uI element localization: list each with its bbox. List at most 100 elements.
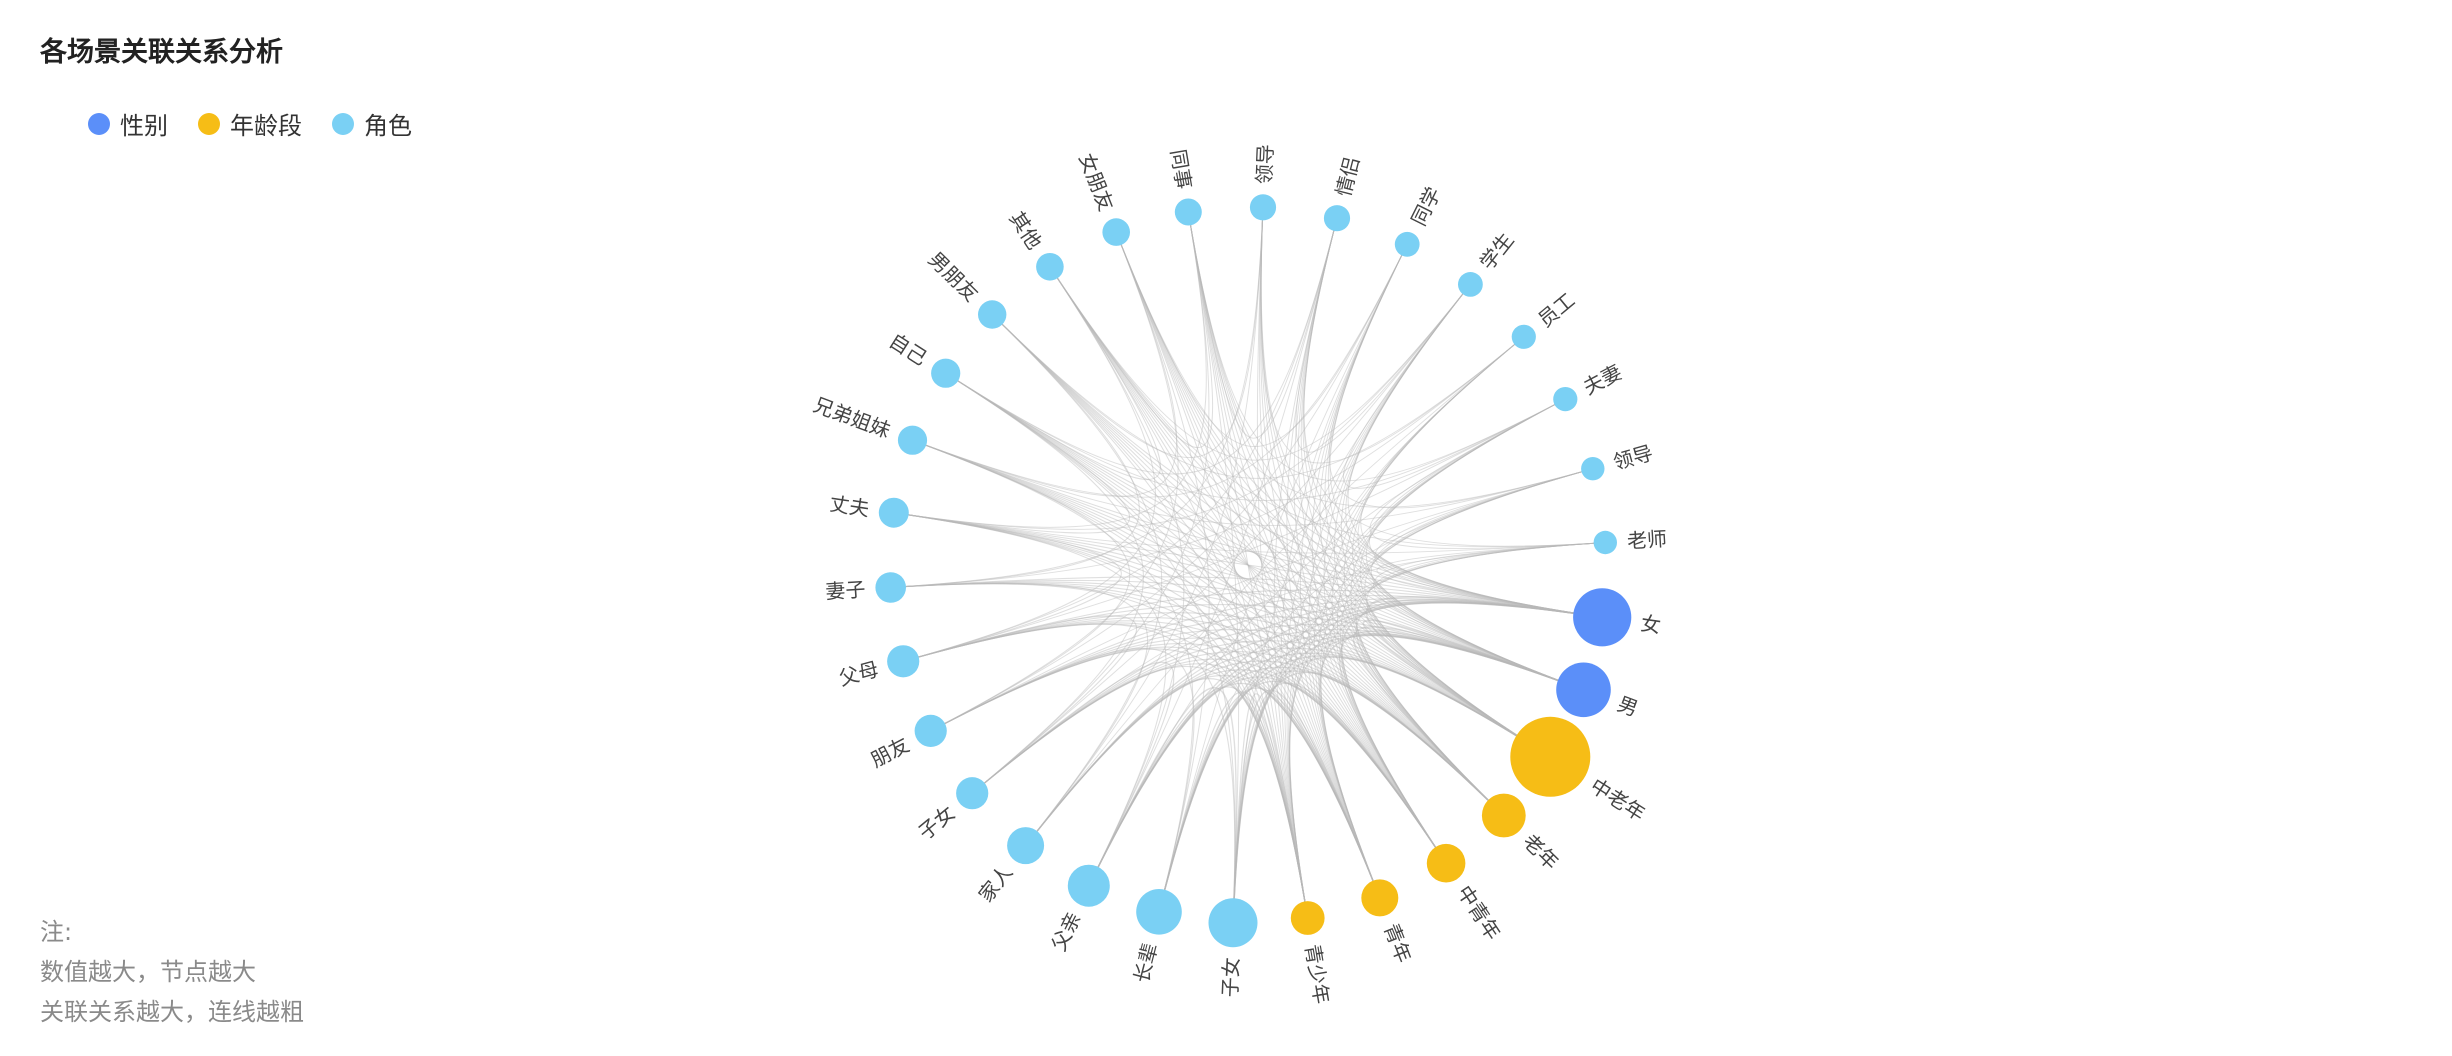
node-5[interactable] — [1361, 879, 1399, 917]
node-24[interactable] — [1394, 231, 1420, 257]
node-20[interactable] — [1102, 218, 1130, 246]
node-27[interactable] — [1553, 387, 1578, 412]
notes-heading: 注: — [40, 918, 73, 946]
node-label-2: 中老年 — [1586, 773, 1650, 825]
edge-2-18 — [991, 314, 1551, 758]
edge-3-16 — [912, 439, 1505, 816]
node-29[interactable] — [1593, 530, 1618, 555]
node-label-10: 家人 — [974, 860, 1018, 906]
edge-1-28 — [1370, 468, 1593, 691]
edge-4-22 — [1259, 207, 1447, 864]
edge-7-13 — [903, 623, 1236, 923]
edge-17-27 — [945, 372, 1566, 501]
edge-6-11 — [971, 665, 1309, 919]
edge-5-22 — [1258, 207, 1381, 899]
edge-0-11 — [971, 598, 1603, 794]
node-6[interactable] — [1290, 901, 1325, 935]
edge-20-24 — [1115, 231, 1408, 448]
legend-item-role[interactable]: 角色 — [332, 106, 412, 141]
node-18[interactable] — [978, 300, 1007, 329]
node-17[interactable] — [931, 358, 961, 388]
legend-item-gender[interactable]: 性别 — [88, 106, 168, 141]
node-15[interactable] — [878, 497, 909, 528]
edge-0-16 — [912, 439, 1603, 618]
node-7[interactable] — [1208, 898, 1258, 948]
edge-4-16 — [912, 439, 1447, 864]
edge-1-23 — [1302, 218, 1584, 691]
edge-2-19 — [1049, 266, 1551, 758]
node-4[interactable] — [1426, 843, 1466, 883]
edge-17-19 — [945, 266, 1161, 481]
edge-0-19 — [1049, 266, 1603, 618]
edge-3-9 — [1088, 666, 1505, 886]
edge-15-25 — [893, 284, 1471, 530]
edge-5-13 — [903, 622, 1381, 899]
edge-6-24 — [1280, 244, 1408, 919]
node-19[interactable] — [1036, 252, 1064, 281]
edge-7-21 — [1187, 211, 1240, 923]
node-14[interactable] — [875, 572, 906, 603]
edge-13-27 — [903, 398, 1566, 662]
edge-2-23 — [1300, 218, 1551, 758]
edge-4-29 — [1341, 542, 1606, 864]
node-21[interactable] — [1174, 198, 1202, 226]
node-11[interactable] — [956, 777, 989, 810]
node-23[interactable] — [1323, 205, 1351, 232]
node-label-1: 男 — [1614, 692, 1641, 721]
node-0[interactable] — [1573, 588, 1632, 647]
edge-1-16 — [912, 439, 1584, 691]
node-22[interactable] — [1249, 194, 1277, 221]
edge-1-9 — [1088, 632, 1584, 886]
node-label-27: 夫妻 — [1579, 360, 1626, 400]
edge-20-28 — [1115, 231, 1593, 508]
edge-10-14 — [890, 582, 1149, 846]
node-layer — [875, 194, 1632, 948]
node-1[interactable] — [1556, 662, 1611, 718]
node-3[interactable] — [1481, 793, 1526, 838]
node-16[interactable] — [897, 425, 928, 455]
edge-11-17 — [945, 372, 1144, 794]
node-2[interactable] — [1510, 716, 1591, 797]
node-28[interactable] — [1581, 457, 1605, 481]
edge-5-21 — [1187, 211, 1381, 899]
edge-7-25 — [1232, 284, 1471, 923]
legend-item-age[interactable]: 年龄段 — [198, 106, 302, 141]
edge-1-17 — [945, 372, 1584, 691]
edge-0-2 — [1365, 596, 1603, 758]
node-label-15: 丈夫 — [828, 491, 871, 521]
node-13[interactable] — [887, 645, 920, 678]
edge-1-5 — [1318, 633, 1584, 899]
node-26[interactable] — [1511, 324, 1536, 349]
edge-14-18 — [890, 314, 1140, 588]
edge-4-12 — [930, 642, 1447, 864]
node-10[interactable] — [1007, 827, 1045, 865]
edge-5-11 — [971, 663, 1381, 899]
edge-7-9 — [1088, 687, 1237, 923]
edge-1-25 — [1345, 284, 1584, 691]
edge-1-12 — [930, 616, 1584, 732]
node-8[interactable] — [1136, 889, 1182, 935]
chart-notes: 注: 数值越大，节点越大 关联关系越大，连线越粗 — [40, 912, 304, 1032]
edge-6-7 — [1232, 693, 1309, 923]
edge-21-23 — [1187, 211, 1338, 439]
edge-4-27 — [1337, 398, 1566, 864]
node-label-19: 其他 — [1005, 207, 1047, 254]
node-label-25: 学生 — [1475, 228, 1519, 274]
edge-3-26 — [1343, 336, 1525, 816]
edge-6-20 — [1115, 231, 1309, 919]
edge-6-22 — [1256, 207, 1309, 919]
edge-2-11 — [971, 640, 1551, 794]
edge-10-18 — [991, 314, 1163, 846]
edge-19-29 — [1049, 266, 1606, 547]
node-label-20: 女朋友 — [1074, 150, 1118, 215]
edge-4-11 — [971, 658, 1447, 864]
node-25[interactable] — [1458, 272, 1483, 297]
edge-3-29 — [1356, 542, 1606, 816]
edge-1-18 — [991, 314, 1584, 691]
node-9[interactable] — [1067, 864, 1110, 907]
edge-4-17 — [945, 372, 1447, 864]
edge-0-22 — [1260, 207, 1603, 618]
edge-13-23 — [903, 218, 1338, 662]
chart-legend: 性别 年龄段 角色 — [88, 106, 412, 141]
node-12[interactable] — [914, 714, 947, 748]
